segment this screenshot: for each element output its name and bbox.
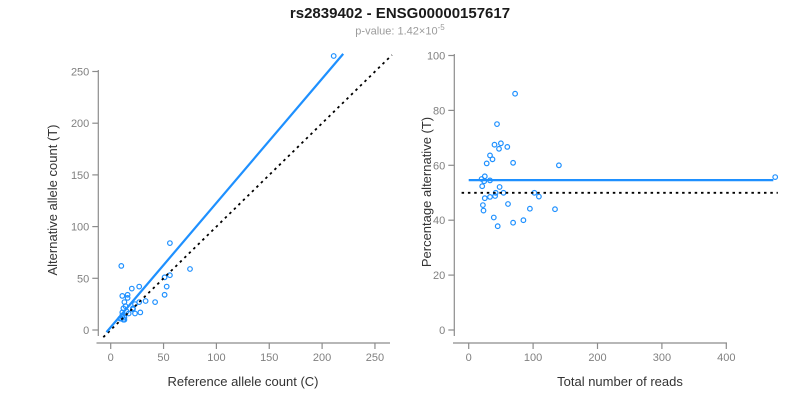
data-point xyxy=(136,299,143,306)
data-point xyxy=(152,299,159,306)
chart-text: 100 xyxy=(71,222,89,234)
chart-text: 200 xyxy=(588,352,606,364)
fit-line xyxy=(105,53,345,333)
data-point xyxy=(118,263,125,269)
data-point xyxy=(489,156,496,163)
chart-text: 200 xyxy=(313,352,331,364)
chart-text: 150 xyxy=(71,170,89,182)
data-point xyxy=(510,159,516,166)
data-point xyxy=(512,90,518,97)
chart-text: 100 xyxy=(207,352,225,364)
data-point xyxy=(494,121,500,127)
chart-text: 50 xyxy=(77,273,89,285)
data-point xyxy=(132,310,138,317)
data-point xyxy=(119,293,126,299)
data-point xyxy=(480,207,487,214)
data-point xyxy=(494,223,501,230)
allele-counts-scatter: 0 50 100 150 200 250 0 50 100 150 200 250 Reference … xyxy=(45,53,393,389)
chart-text: 0 xyxy=(108,352,114,364)
data-point xyxy=(136,283,143,290)
chart-text: 150 xyxy=(260,352,278,364)
data-point xyxy=(556,162,562,169)
data-point xyxy=(161,274,168,281)
chart-text: 0 xyxy=(439,325,445,337)
data-point xyxy=(330,53,337,59)
chart-text: 300 xyxy=(653,352,671,364)
data-point xyxy=(128,285,135,292)
data-point xyxy=(536,193,542,200)
data-point xyxy=(496,184,503,190)
data-point xyxy=(481,195,488,202)
data-point xyxy=(163,283,170,290)
data-point xyxy=(510,219,516,226)
chart-text: 0 xyxy=(83,325,89,337)
x-axis-title: Total number of reads xyxy=(557,374,683,389)
data-point xyxy=(142,298,149,304)
pvalue-base: 1.42×10 xyxy=(397,25,438,38)
chart-text: 0 xyxy=(466,352,472,364)
data-point xyxy=(487,193,493,200)
data-point xyxy=(166,240,173,247)
data-point xyxy=(492,193,499,199)
chart-text: 50 xyxy=(157,352,169,364)
percentage-vs-reads-scatter: 0 100 200 300 400 0 20 40 60 80 100 Total number of… xyxy=(419,51,779,389)
data-point xyxy=(124,295,131,301)
chart-text: 400 xyxy=(717,352,735,364)
data-point xyxy=(772,174,779,181)
figure-title: rs2839402 - ENSG00000157617 xyxy=(289,5,511,22)
data-point xyxy=(124,291,131,298)
pvalue-exponent: -5 xyxy=(437,23,445,32)
y-axis-title: Percentage alternative (T) xyxy=(419,117,434,267)
x-axis-title: Reference allele count (C) xyxy=(167,374,318,389)
chart-text: 40 xyxy=(433,215,445,227)
data-point xyxy=(187,266,193,272)
data-point xyxy=(137,309,144,316)
data-point xyxy=(490,214,497,221)
identity-line xyxy=(102,54,393,338)
data-point xyxy=(161,291,168,298)
data-point xyxy=(520,217,527,224)
chart-text: 250 xyxy=(71,67,89,79)
y-axis-title: Alternative allele count (T) xyxy=(45,124,60,275)
data-point xyxy=(480,202,486,209)
scatter-points xyxy=(478,90,779,230)
chart-text: 100 xyxy=(427,51,445,63)
data-point xyxy=(527,205,533,212)
data-point xyxy=(552,206,558,213)
data-point xyxy=(504,143,511,150)
data-point xyxy=(166,272,173,279)
chart-text: 20 xyxy=(433,270,445,282)
data-point xyxy=(483,160,490,167)
chart-text: 250 xyxy=(366,352,384,364)
data-point xyxy=(479,183,486,190)
data-point xyxy=(487,152,493,159)
chart-text: 80 xyxy=(433,105,445,117)
figure-subtitle: p-value: 1.42×10-5 xyxy=(0,23,800,38)
data-point xyxy=(498,140,504,147)
chart-text: 100 xyxy=(524,352,542,364)
data-point xyxy=(496,145,502,152)
chart-text: 60 xyxy=(433,160,445,172)
pvalue-label: p-value: xyxy=(355,25,398,38)
chart-text: 200 xyxy=(71,118,89,130)
data-point xyxy=(491,141,498,148)
data-point xyxy=(505,201,511,207)
